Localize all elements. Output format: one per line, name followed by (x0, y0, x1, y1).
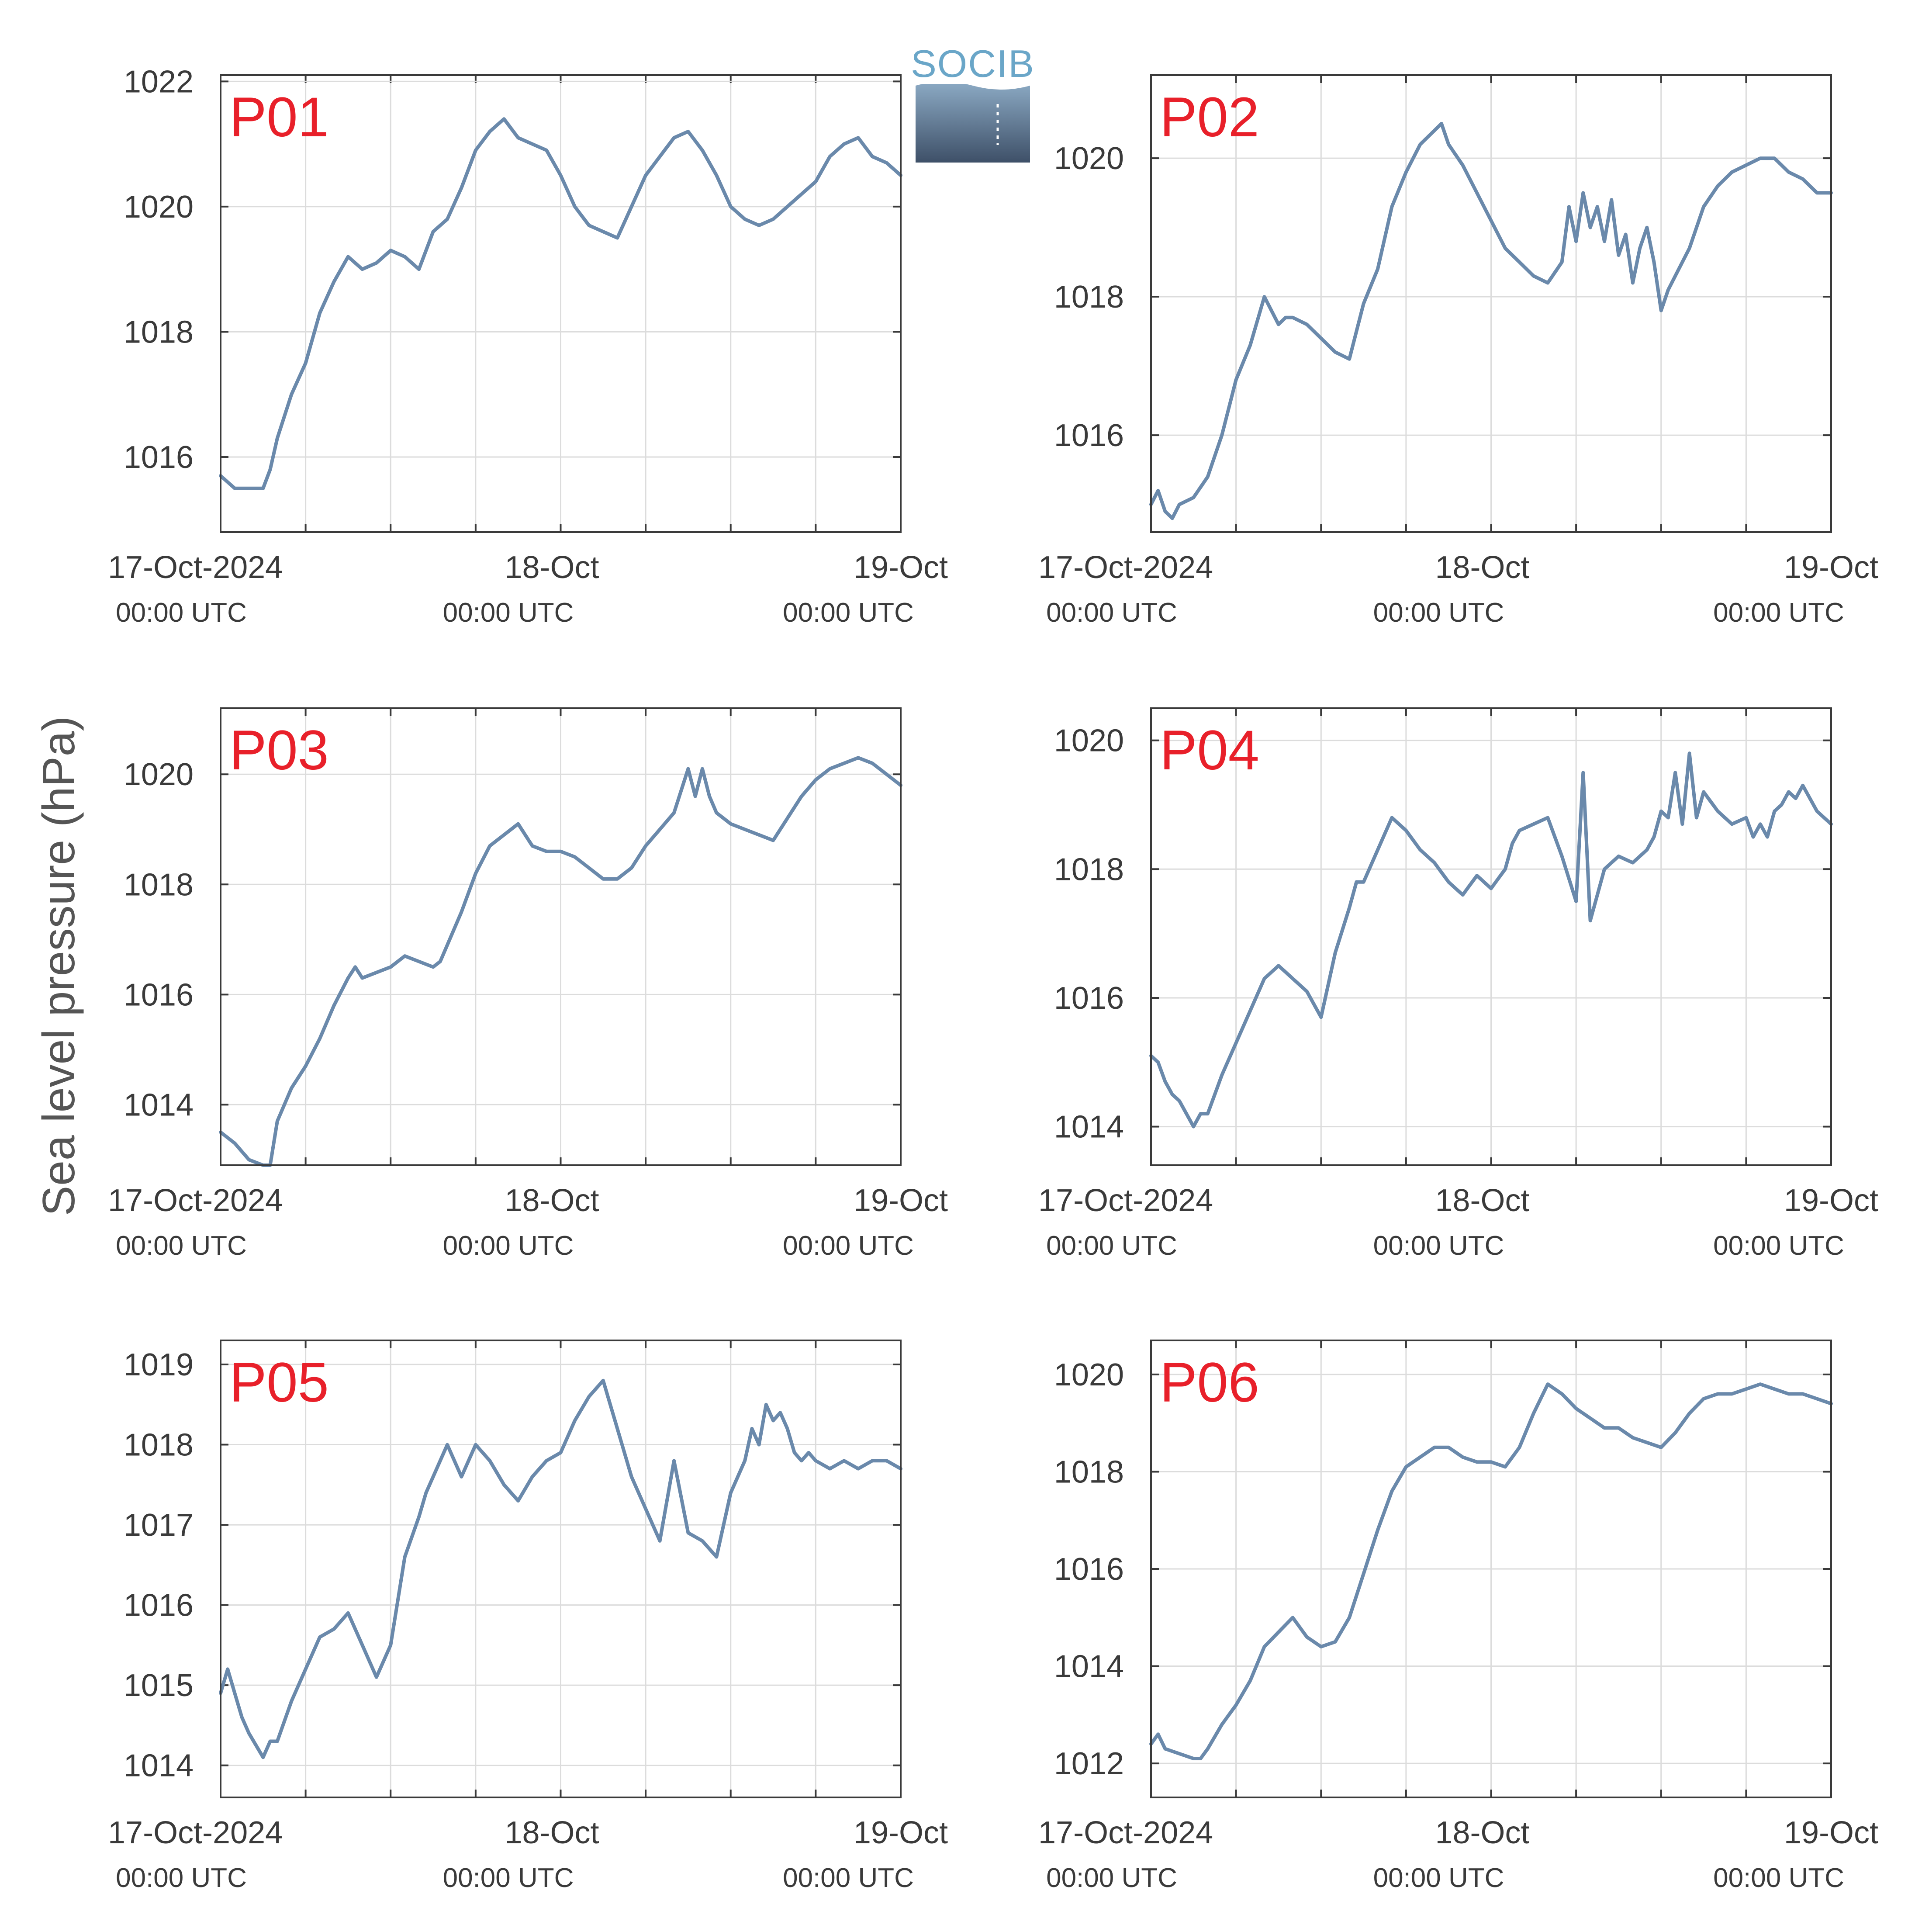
x-tick-label: 19-Oct (854, 550, 948, 585)
y-axis-label: Sea level pressure (hPa) (34, 716, 84, 1216)
x-tick-sublabel: 00:00 UTC (1046, 598, 1177, 628)
panel-p06: 1012 1014 1016 1018 1020 P06 17-Oct-2024 00:00 … (1038, 1340, 1878, 1893)
plot-frame (220, 707, 902, 1166)
y-tick-label: 1020 (1054, 724, 1124, 758)
panel-p05: 1014 1015 1016 1017 1018 1019 P05 17-Oct-2024 00… (108, 1340, 948, 1893)
x-tick-label: 17-Oct-2024 (108, 550, 283, 585)
logo-gradient-block (916, 84, 1030, 163)
x-tick-sublabel: 00:00 UTC (783, 598, 914, 628)
y-tick-label: 1019 (124, 1347, 194, 1382)
y-tick-label: 1016 (1054, 981, 1124, 1016)
y-tick-label: 1014 (124, 1087, 194, 1122)
x-tick-label: 18-Oct (1435, 550, 1529, 585)
y-tick-label: 1018 (124, 1428, 194, 1463)
x-tick-sublabel: 00:00 UTC (1713, 1231, 1844, 1261)
panel-p02: 1016 1018 1020 P02 17-Oct-2024 00:00 UTC 18-Oc… (1038, 74, 1878, 628)
x-tick-label: 18-Oct (505, 1815, 599, 1850)
plot-frame (220, 1340, 902, 1798)
series-line-p06 (1149, 1382, 1833, 1760)
x-tick-label: 19-Oct (1784, 550, 1878, 585)
x-tick-label: 17-Oct-2024 (108, 1815, 283, 1850)
y-tick-label: 1022 (124, 64, 194, 99)
plot-frame (1150, 74, 1832, 533)
panel-label: P06 (1160, 1351, 1259, 1414)
x-tick-label: 18-Oct (505, 1183, 599, 1218)
x-tick-sublabel: 00:00 UTC (116, 1863, 247, 1893)
x-tick-label: 17-Oct-2024 (1038, 550, 1213, 585)
x-tick-sublabel: 00:00 UTC (1046, 1863, 1177, 1893)
y-tick-label: 1018 (1054, 1454, 1124, 1489)
panel-label: P05 (229, 1351, 329, 1414)
x-tick-sublabel: 00:00 UTC (443, 1231, 574, 1261)
x-tick-label: 19-Oct (854, 1183, 948, 1218)
x-tick-sublabel: 00:00 UTC (1713, 1863, 1844, 1893)
x-tick-label: 18-Oct (1435, 1183, 1529, 1218)
x-tick-label: 17-Oct-2024 (1038, 1815, 1213, 1850)
panel-label: P03 (229, 719, 329, 782)
y-tick-label: 1018 (124, 867, 194, 902)
y-tick-label: 1016 (1054, 418, 1124, 453)
plot-frame (1150, 1340, 1832, 1798)
y-tick-label: 1014 (1054, 1110, 1124, 1145)
y-tick-label: 1016 (124, 440, 194, 475)
x-tick-sublabel: 00:00 UTC (1373, 1231, 1504, 1261)
series-line-p02 (1149, 121, 1833, 520)
y-tick-label: 1020 (124, 757, 194, 792)
y-tick-label: 1020 (124, 190, 194, 225)
series-line-p04 (1149, 751, 1833, 1129)
y-tick-label: 1017 (124, 1508, 194, 1543)
panel-label: P04 (1160, 719, 1259, 782)
y-tick-label: 1018 (124, 315, 194, 350)
x-tick-label: 19-Oct (854, 1815, 948, 1850)
x-tick-sublabel: 00:00 UTC (443, 598, 574, 628)
x-tick-sublabel: 00:00 UTC (783, 1231, 914, 1261)
x-tick-label: 18-Oct (1435, 1815, 1529, 1850)
panel-p01: 1016 1018 1020 1022 P01 17-Oct-2024 00:00 UTC 1… (108, 64, 948, 628)
x-tick-sublabel: 00:00 UTC (1046, 1231, 1177, 1261)
x-tick-label: 17-Oct-2024 (108, 1183, 283, 1218)
plot-frame (220, 74, 902, 533)
panel-p04: 1014 1016 1018 1020 P04 17-Oct-2024 00:00 UTC 1… (1038, 707, 1878, 1261)
x-tick-sublabel: 00:00 UTC (1373, 1863, 1504, 1893)
y-tick-label: 1016 (124, 1588, 194, 1623)
x-tick-label: 19-Oct (1784, 1183, 1878, 1218)
panel-label: P02 (1160, 86, 1259, 149)
socib-logo: SOCIB (911, 42, 1035, 163)
series-line-p01 (219, 117, 902, 490)
x-tick-sublabel: 00:00 UTC (783, 1863, 914, 1893)
y-tick-label: 1012 (1054, 1746, 1124, 1781)
x-tick-label: 18-Oct (505, 550, 599, 585)
y-tick-label: 1018 (1054, 280, 1124, 315)
series-line-p05 (219, 1378, 902, 1759)
x-tick-sublabel: 00:00 UTC (443, 1863, 574, 1893)
logo-text: SOCIB (911, 42, 1035, 85)
y-tick-label: 1015 (124, 1668, 194, 1703)
y-tick-label: 1014 (1054, 1649, 1124, 1684)
x-tick-sublabel: 00:00 UTC (116, 1231, 247, 1261)
x-tick-sublabel: 00:00 UTC (116, 598, 247, 628)
y-tick-label: 1020 (1054, 1357, 1124, 1392)
x-tick-label: 17-Oct-2024 (1038, 1183, 1213, 1218)
y-tick-label: 1020 (1054, 141, 1124, 176)
logo-wave (916, 82, 1030, 90)
y-tick-label: 1016 (124, 977, 194, 1012)
y-tick-label: 1018 (1054, 852, 1124, 887)
series-line-p03 (219, 756, 902, 1167)
y-tick-label: 1014 (124, 1748, 194, 1783)
panel-label: P01 (229, 86, 329, 149)
x-tick-sublabel: 00:00 UTC (1373, 598, 1504, 628)
y-tick-label: 1016 (1054, 1552, 1124, 1587)
plot-frame (1150, 707, 1832, 1166)
panel-p03: 1014 1016 1018 1020 P03 17-Oct-2024 00:00 UTC 1… (108, 707, 948, 1261)
x-tick-sublabel: 00:00 UTC (1713, 598, 1844, 628)
x-tick-label: 19-Oct (1784, 1815, 1878, 1850)
